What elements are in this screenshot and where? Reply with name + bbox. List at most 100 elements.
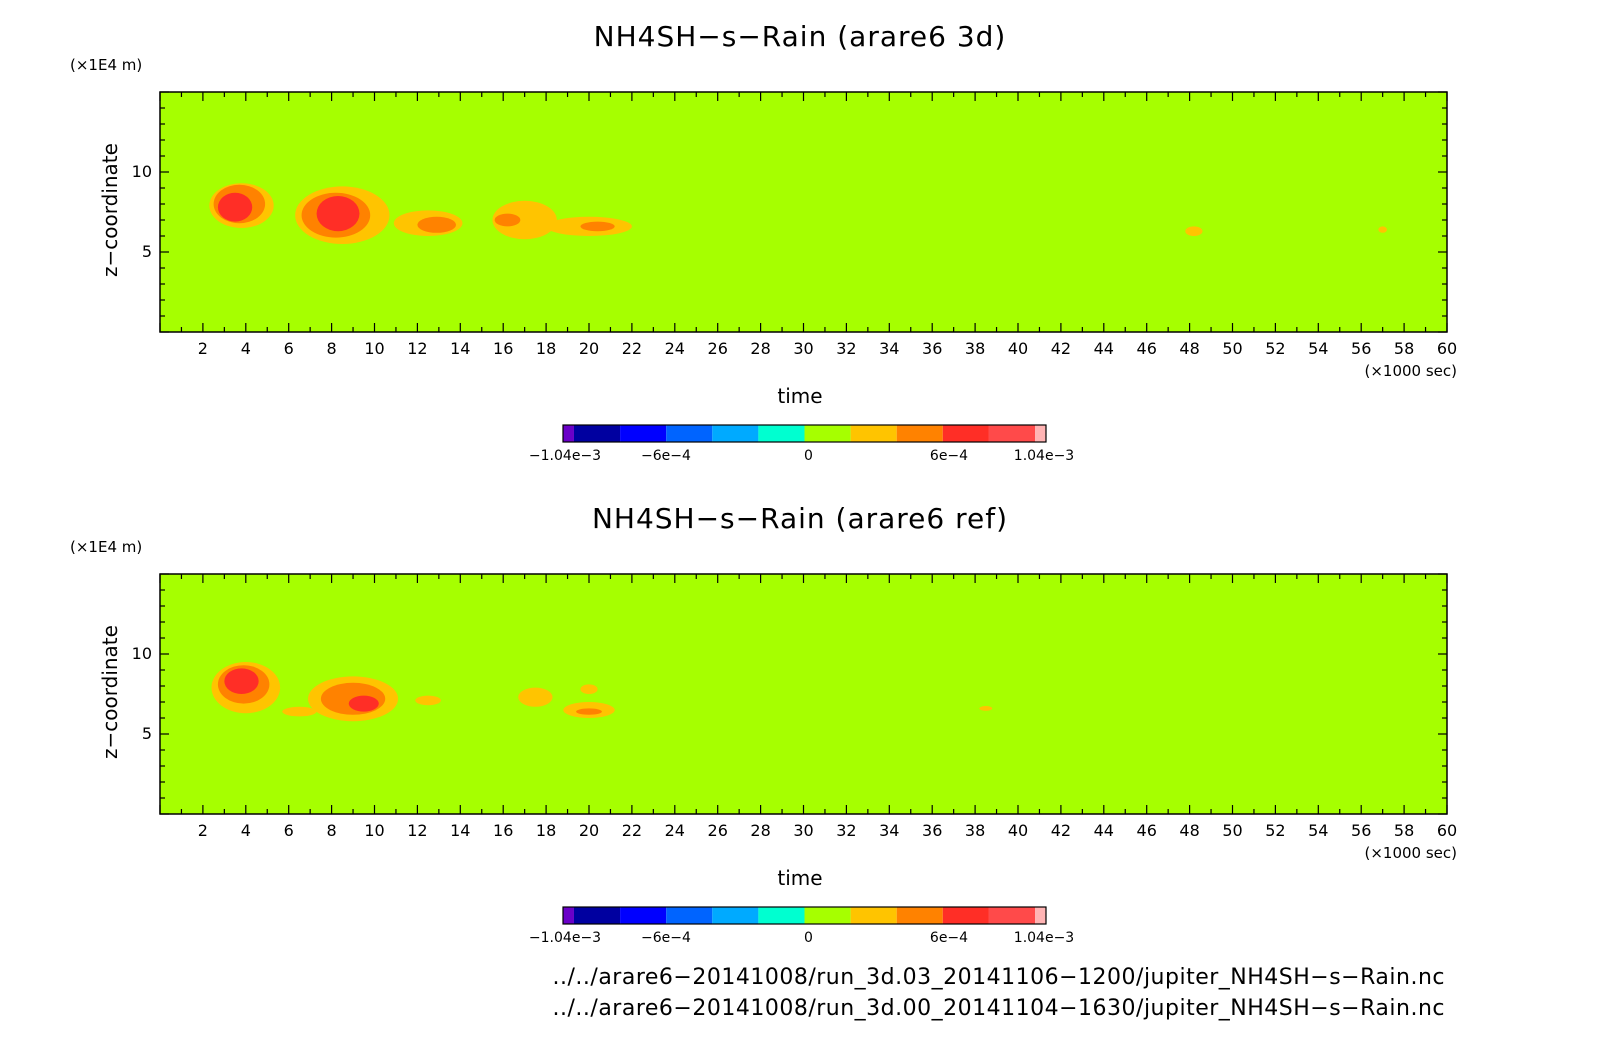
x-tick-label: 54 [1308,339,1328,358]
y-unit-label: (×1E4 m) [70,538,142,556]
x-axis-label: time [777,866,822,890]
panel-bottom: NH4SH−s−Rain (arare6 ref) (×1E4 m) z−coo… [70,502,1457,946]
colorbar-frame [562,424,1047,443]
y-ticks: 5 10 [132,91,1447,333]
x-tick-label: 2 [198,821,208,840]
x-tick-label: 14 [450,821,470,840]
colorbar-swatch [620,907,667,924]
x-tick-label: 44 [1094,821,1114,840]
x-tick-label: 6 [284,821,294,840]
colorbar-tick-label: −1.04e−3 [529,930,601,946]
colorbar: −1.04e−3 −6e−4 0 6e−4 1.04e−3 [529,424,1074,464]
colorbar-swatch [804,907,851,924]
contour-region [316,196,360,232]
colorbar-swatch [758,907,805,924]
colorbar-tick-label: 6e−4 [930,448,968,464]
colorbar-swatch [850,425,897,442]
colorbar-swatch [942,425,989,442]
contour-region [494,213,521,227]
x-tick-label: 34 [879,821,899,840]
x-tick-label: 20 [579,821,599,840]
panel-top: NH4SH−s−Rain (arare6 3d) (×1E4 m) z−coor… [70,20,1457,464]
x-tick-label: 18 [536,339,556,358]
contour-region [576,708,602,715]
contour-region [979,706,993,711]
x-tick-label: 54 [1308,821,1328,840]
contour-region [348,695,379,712]
x-tick-label: 16 [493,339,513,358]
x-tick-label: 30 [793,821,813,840]
x-tick-label: 8 [327,821,337,840]
colorbar-swatch [896,425,943,442]
y-tick-label: 10 [132,162,152,181]
contour-region [282,706,317,717]
colorbar-swatch [563,425,574,442]
contour-region [224,668,259,694]
x-tick-label: 30 [793,339,813,358]
y-tick-label: 10 [132,644,152,663]
x-tick-label: 38 [965,339,985,358]
x-tick-label: 58 [1394,339,1414,358]
x-tick-label: 46 [1137,821,1157,840]
x-unit-label: (×1000 sec) [1364,362,1457,380]
y-unit-label: (×1E4 m) [70,56,142,74]
x-tick-label: 56 [1351,339,1371,358]
contour-region [518,687,553,707]
x-tick-label: 32 [836,339,856,358]
x-tick-label: 40 [1008,339,1028,358]
x-tick-label: 12 [407,339,427,358]
colorbar-tick-label: −1.04e−3 [529,448,601,464]
colorbar-swatch [712,425,759,442]
contour-features [211,662,993,722]
y-tick-label: 5 [142,724,152,743]
x-tick-label: 60 [1437,821,1457,840]
contour-region [415,695,441,706]
colorbar-frame [562,906,1047,925]
x-tick-label: 22 [622,821,642,840]
colorbar-swatch [573,907,621,924]
x-ticks: 2 4 6 8 10 12 14 16 18 20 22 24 26 28 30 32 34 36 38 40 42 44… [159,92,1457,358]
x-tick-label: 36 [922,339,942,358]
x-tick-label: 24 [665,821,685,840]
colorbar-swatch [1035,425,1046,442]
x-tick-label: 42 [1051,339,1071,358]
x-tick-label: 4 [241,821,251,840]
x-tick-label: 48 [1179,821,1199,840]
chart-title: NH4SH−s−Rain (arare6 3d) [594,20,1007,53]
colorbar-swatch [573,425,621,442]
colorbar-swatch [666,907,713,924]
x-tick-label: 40 [1008,821,1028,840]
x-tick-label: 58 [1394,821,1414,840]
x-tick-label: 18 [536,821,556,840]
colorbar-swatch [712,907,759,924]
x-tick-label: 50 [1222,821,1242,840]
x-tick-label: 2 [198,339,208,358]
x-tick-label: 44 [1094,339,1114,358]
x-tick-label: 36 [922,821,942,840]
colorbar-swatch [896,907,943,924]
x-tick-label: 22 [622,339,642,358]
y-axis-label: z−coordinate [98,143,122,277]
x-tick-label: 38 [965,821,985,840]
x-tick-label: 28 [750,821,770,840]
footnote-file-2: ../../arare6−20141008/run_3d.00_20141104… [553,996,1445,1021]
contour-features [209,183,1387,244]
contour-region [1185,226,1203,236]
colorbar-tick-label: 0 [804,930,813,946]
colorbar-tick-label: 6e−4 [930,930,968,946]
x-tick-label: 48 [1179,339,1199,358]
x-tick-label: 60 [1437,339,1457,358]
x-tick-label: 26 [708,821,728,840]
contour-region [580,221,615,232]
colorbar-swatch [988,907,1036,924]
contour-region [417,216,457,233]
x-tick-label: 20 [579,339,599,358]
colorbar-swatch [804,425,851,442]
x-tick-label: 28 [750,339,770,358]
x-tick-label: 8 [327,339,337,358]
contour-region [492,200,557,240]
x-tick-label: 42 [1051,821,1071,840]
footnote-file-1: ../../arare6−20141008/run_3d.03_20141106… [553,965,1445,990]
colorbar-swatch [666,425,713,442]
